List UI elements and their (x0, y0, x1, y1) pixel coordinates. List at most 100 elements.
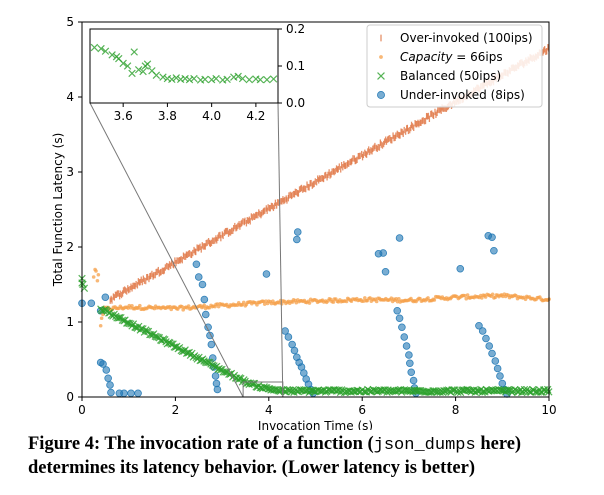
legend-label-capacity-var: Capacity (400, 50, 453, 64)
legend: Over-invoked (100ips) Capacity = 66ips B… (366, 24, 543, 108)
data-point-3 (200, 295, 209, 304)
inset-data-point (119, 59, 127, 68)
data-point-1 (480, 296, 484, 300)
y-tick-label: 3 (66, 165, 74, 179)
main-plot: 0 2 4 6 8 10 0 1 2 3 4 5 Invocation Time (s) Total… (51, 15, 557, 433)
data-point-3 (488, 349, 496, 358)
legend-marker-glyph (377, 91, 385, 99)
legend-marker-under (377, 91, 385, 99)
data-point-3 (402, 342, 411, 350)
y-tick-label: 0 (66, 390, 74, 404)
data-point-1 (397, 297, 401, 301)
inset-series-layer (90, 43, 278, 84)
legend-label-balanced: Balanced (50ips) (400, 69, 501, 83)
data-point-3 (379, 249, 388, 257)
data-point-1 (138, 303, 142, 308)
data-point-1 (331, 300, 336, 304)
series-1 (91, 267, 551, 328)
legend-marker-glyph (379, 55, 383, 59)
inset-background (90, 29, 278, 103)
data-point-3 (475, 321, 483, 330)
data-point-2 (543, 385, 552, 394)
y-axis-ticks: 0 1 2 3 4 5 (66, 15, 82, 404)
data-point-2 (221, 368, 229, 376)
data-point-2 (225, 370, 233, 378)
inset-data-point (269, 75, 278, 83)
data-point-3 (102, 366, 111, 374)
y-tick-label: 1 (66, 315, 74, 329)
data-point-1 (432, 298, 437, 302)
data-point-3 (120, 389, 128, 398)
inset-data-point (152, 71, 161, 79)
inset-data-point (143, 60, 152, 68)
legend-entry-under: Under-invoked (8ips) (377, 88, 525, 102)
inset-data-point (172, 74, 180, 82)
data-point-3 (213, 385, 222, 394)
figure-caption: Figure 4: The invocation rate of a funct… (28, 433, 598, 480)
data-point-3 (407, 368, 416, 377)
inset-data-point (101, 47, 110, 55)
x-tick-label: 4 (265, 403, 273, 417)
legend-label-capacity: Capacity = 66ips (400, 50, 503, 64)
data-point-3 (405, 351, 413, 359)
data-point-2 (490, 386, 499, 395)
data-point-3 (393, 306, 402, 315)
data-point-3 (456, 264, 465, 273)
data-point-3 (496, 372, 504, 380)
series-3 (78, 228, 511, 398)
inset-data-point (185, 75, 194, 84)
y-tick-label: 4 (66, 90, 74, 104)
data-point-1 (202, 303, 206, 308)
x-axis-ticks: 0 2 4 6 8 10 (78, 397, 557, 417)
legend-entry-balanced: Balanced (50ips) (377, 69, 501, 83)
series-layer (78, 44, 553, 398)
x-tick-label: 2 (172, 403, 180, 417)
inset-x-tick-label: 3.6 (114, 109, 133, 123)
data-point-3 (395, 234, 404, 242)
data-point-2 (203, 358, 211, 367)
data-point-1 (426, 296, 430, 300)
legend-label-capacity-value: = 66ips (452, 50, 502, 64)
data-point-3 (491, 357, 500, 365)
y-axis-title: Total Function Latency (s) (51, 133, 65, 288)
caption-prefix: Figure 4: The invocation rate of a funct… (28, 434, 374, 454)
inset-data-point (139, 67, 147, 76)
x-tick-label: 10 (541, 403, 556, 417)
inset-data-point (130, 48, 138, 56)
inset-data-point (108, 51, 116, 59)
caption-code: json_dumps (373, 436, 476, 455)
x-tick-label: 6 (358, 403, 366, 417)
data-point-3 (400, 333, 409, 341)
data-point-1 (101, 312, 105, 317)
data-point-1 (96, 272, 101, 277)
data-point-1 (99, 316, 104, 321)
inset-data-point (256, 75, 265, 84)
inset-y-ticks: 0.0 0.1 0.2 (278, 22, 305, 110)
inset-data-point (190, 74, 198, 83)
data-point-3 (201, 310, 210, 319)
inset-data-point (159, 73, 167, 81)
x-axis-title: Invocation Time (s) (258, 419, 373, 430)
y-tick-label: 2 (66, 240, 74, 254)
data-point-1 (394, 296, 399, 301)
data-point-3 (482, 334, 490, 343)
legend-box (366, 24, 543, 108)
zoom-connector-right (277, 102, 284, 398)
data-point-3 (493, 364, 502, 373)
figure: 0 2 4 6 8 10 0 1 2 3 4 5 Invocation Time (s) Total… (51, 15, 557, 433)
inset-data-point (128, 69, 136, 78)
inset-x-tick-label: 4.2 (246, 109, 265, 123)
data-point-3 (488, 233, 496, 242)
data-point-3 (478, 327, 487, 335)
legend-label-under: Under-invoked (8ips) (400, 88, 525, 102)
inset-data-point (263, 75, 271, 84)
legend-label-over: Over-invoked (100ips) (400, 31, 533, 45)
data-point-2 (147, 330, 155, 339)
data-point-3 (211, 372, 220, 380)
data-point-1 (215, 302, 220, 306)
inset-data-point (207, 75, 216, 84)
data-point-3 (198, 280, 207, 289)
data-point-1 (186, 304, 191, 308)
data-point-3 (106, 381, 114, 389)
inset-x-tick-label: 3.8 (158, 109, 177, 123)
